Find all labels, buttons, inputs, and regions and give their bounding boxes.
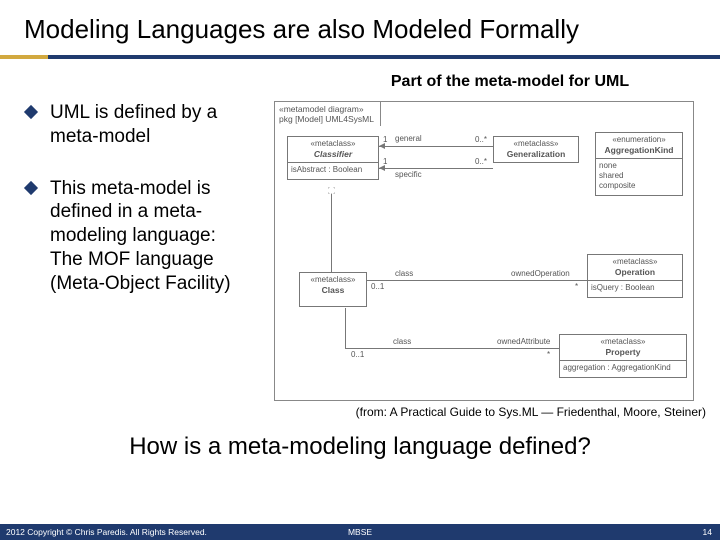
class-name: Class [303, 285, 363, 296]
mult-label: 0..1 [351, 350, 364, 359]
role-label: class [395, 269, 413, 278]
title-rule [0, 55, 720, 59]
class-name: Classifier [291, 149, 375, 160]
mult-label: 0..1 [371, 282, 384, 291]
class-name: Operation [591, 267, 679, 278]
role-label: ownedAttribute [497, 337, 550, 346]
stereo-label: «metaclass» [563, 337, 683, 347]
box-generalization: «metaclass» Generalization [493, 136, 579, 163]
attr: isAbstract : Boolean [288, 162, 378, 175]
role-label: specific [395, 170, 422, 179]
bullet-item: UML is defined by a meta-model [26, 101, 264, 149]
open-arrow-icon [379, 165, 385, 171]
uml-diagram: «metamodel diagram» pkg [Model] UML4SysM… [274, 101, 694, 401]
gen-line [331, 192, 332, 272]
assoc-line [379, 168, 493, 169]
tab-name: pkg [Model] UML4SysML [279, 114, 374, 124]
box-aggkind: «enumeration» AggregationKind none share… [595, 132, 683, 196]
stereo-label: «metaclass» [591, 257, 679, 267]
bullet-text: UML is defined by a meta-model [50, 101, 264, 149]
mult-label: 0..* [475, 135, 487, 144]
attr: isQuery : Boolean [588, 280, 682, 293]
open-arrow-icon [379, 143, 385, 149]
footer-bar: 2012 Copyright © Chris Paredis. All Righ… [0, 524, 720, 540]
stereo-label: «metaclass» [303, 275, 363, 285]
assoc-line [345, 348, 559, 349]
role-label: class [393, 337, 411, 346]
class-name: Generalization [497, 149, 575, 160]
bullet-item: This meta-model is defined in a meta-mod… [26, 177, 264, 296]
role-label: ownedOperation [511, 269, 570, 278]
class-name: Property [563, 347, 683, 358]
rule-gold [0, 55, 48, 59]
class-name: AggregationKind [599, 145, 679, 156]
mult-label: 0..* [475, 157, 487, 166]
attr: aggregation : AggregationKind [560, 360, 686, 373]
enum-literal: composite [599, 181, 679, 191]
diamond-bullet-icon [24, 105, 38, 119]
enum-literal: none [599, 161, 679, 171]
diamond-bullet-icon [24, 180, 38, 194]
tab-stereo: «metamodel diagram» [279, 104, 374, 114]
assoc-line [345, 308, 346, 348]
slide-title: Modeling Languages are also Modeled Form… [0, 0, 720, 55]
enum-literal: shared [599, 171, 679, 181]
stereo-label: «metaclass» [291, 139, 375, 149]
mult-label: * [547, 350, 550, 359]
citation: (from: A Practical Guide to Sys.ML — Fri… [0, 401, 720, 419]
role-label: general [395, 134, 422, 143]
stereo-label: «enumeration» [599, 135, 679, 145]
bullet-text: This meta-model is defined in a meta-mod… [50, 177, 264, 296]
box-classifier: «metaclass» Classifier isAbstract : Bool… [287, 136, 379, 180]
bullet-list: UML is defined by a meta-model This meta… [26, 101, 264, 401]
mult-label: * [575, 282, 578, 291]
assoc-line [367, 280, 587, 281]
diagram-column: «metamodel diagram» pkg [Model] UML4SysM… [274, 101, 712, 401]
content-row: UML is defined by a meta-model This meta… [0, 97, 720, 401]
stereo-label: «metaclass» [497, 139, 575, 149]
diagram-tab: «metamodel diagram» pkg [Model] UML4SysM… [274, 101, 381, 126]
assoc-line [379, 146, 493, 147]
rule-navy [48, 55, 720, 59]
page-number: 14 [703, 527, 720, 537]
box-operation: «metaclass» Operation isQuery : Boolean [587, 254, 683, 298]
box-property: «metaclass» Property aggregation : Aggre… [559, 334, 687, 378]
footer-mid: MBSE [348, 527, 372, 537]
box-class: «metaclass» Class [299, 272, 367, 307]
diagram-subtitle: Part of the meta-model for UML [0, 67, 720, 97]
bottom-question: How is a meta-modeling language defined? [0, 419, 720, 461]
